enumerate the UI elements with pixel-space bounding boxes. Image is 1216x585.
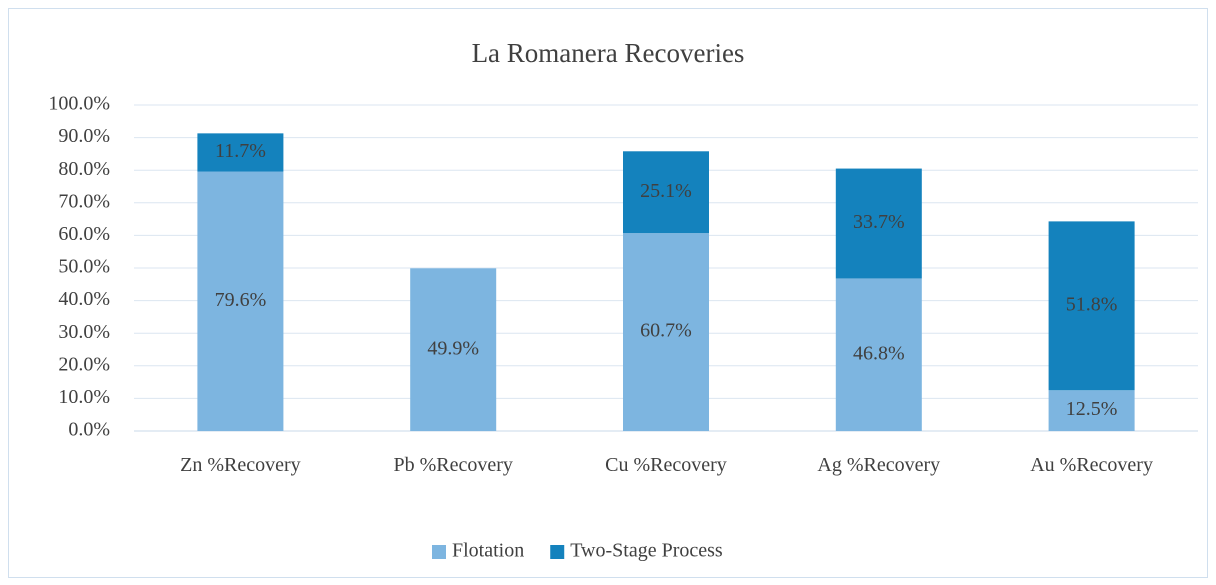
y-tick-label: 10.0% [58, 386, 110, 408]
legend-label: Flotation [452, 540, 524, 562]
y-tick-label: 60.0% [58, 223, 110, 245]
x-tick-label: Pb %Recovery [393, 454, 513, 476]
y-tick-label: 80.0% [58, 158, 110, 180]
y-tick-label: 90.0% [58, 125, 110, 147]
bar-segment [623, 233, 709, 431]
y-tick-label: 100.0% [48, 93, 110, 115]
data-label: 60.7% [640, 320, 692, 342]
x-tick-label: Ag %Recovery [817, 454, 941, 476]
y-tick-label: 50.0% [58, 256, 110, 278]
x-tick-label: Zn %Recovery [180, 454, 301, 476]
chart-border [8, 8, 1208, 578]
data-label: 49.9% [427, 337, 479, 359]
bar-segment [410, 268, 497, 431]
y-tick-label: 40.0% [58, 288, 110, 310]
x-tick-label: Au %Recovery [1030, 454, 1153, 476]
bar-segment [197, 133, 284, 172]
data-label: 51.8% [1066, 293, 1118, 315]
data-label: 11.7% [215, 140, 266, 162]
x-tick-label: Cu %Recovery [605, 454, 727, 476]
data-label: 46.8% [853, 342, 905, 364]
y-tick-label: 70.0% [58, 190, 110, 212]
bar-segment [835, 168, 922, 279]
legend-swatch [550, 545, 565, 559]
y-tick-label: 0.0% [68, 419, 110, 441]
bar-segment [1048, 221, 1135, 391]
chart-title: La Romanera Recoveries [472, 38, 745, 68]
bar-segment [197, 171, 284, 431]
data-label: 33.7% [853, 211, 905, 233]
bar-segment [1048, 390, 1135, 431]
legend-swatch [432, 545, 446, 559]
data-label: 25.1% [640, 180, 692, 202]
data-label: 12.5% [1066, 398, 1118, 420]
data-label: 79.6% [215, 289, 267, 311]
y-tick-label: 30.0% [58, 321, 110, 343]
legend-label: Two-Stage Process [570, 540, 723, 562]
y-tick-label: 20.0% [58, 353, 110, 375]
bar-segment [835, 278, 922, 431]
bar-segment [623, 151, 709, 234]
